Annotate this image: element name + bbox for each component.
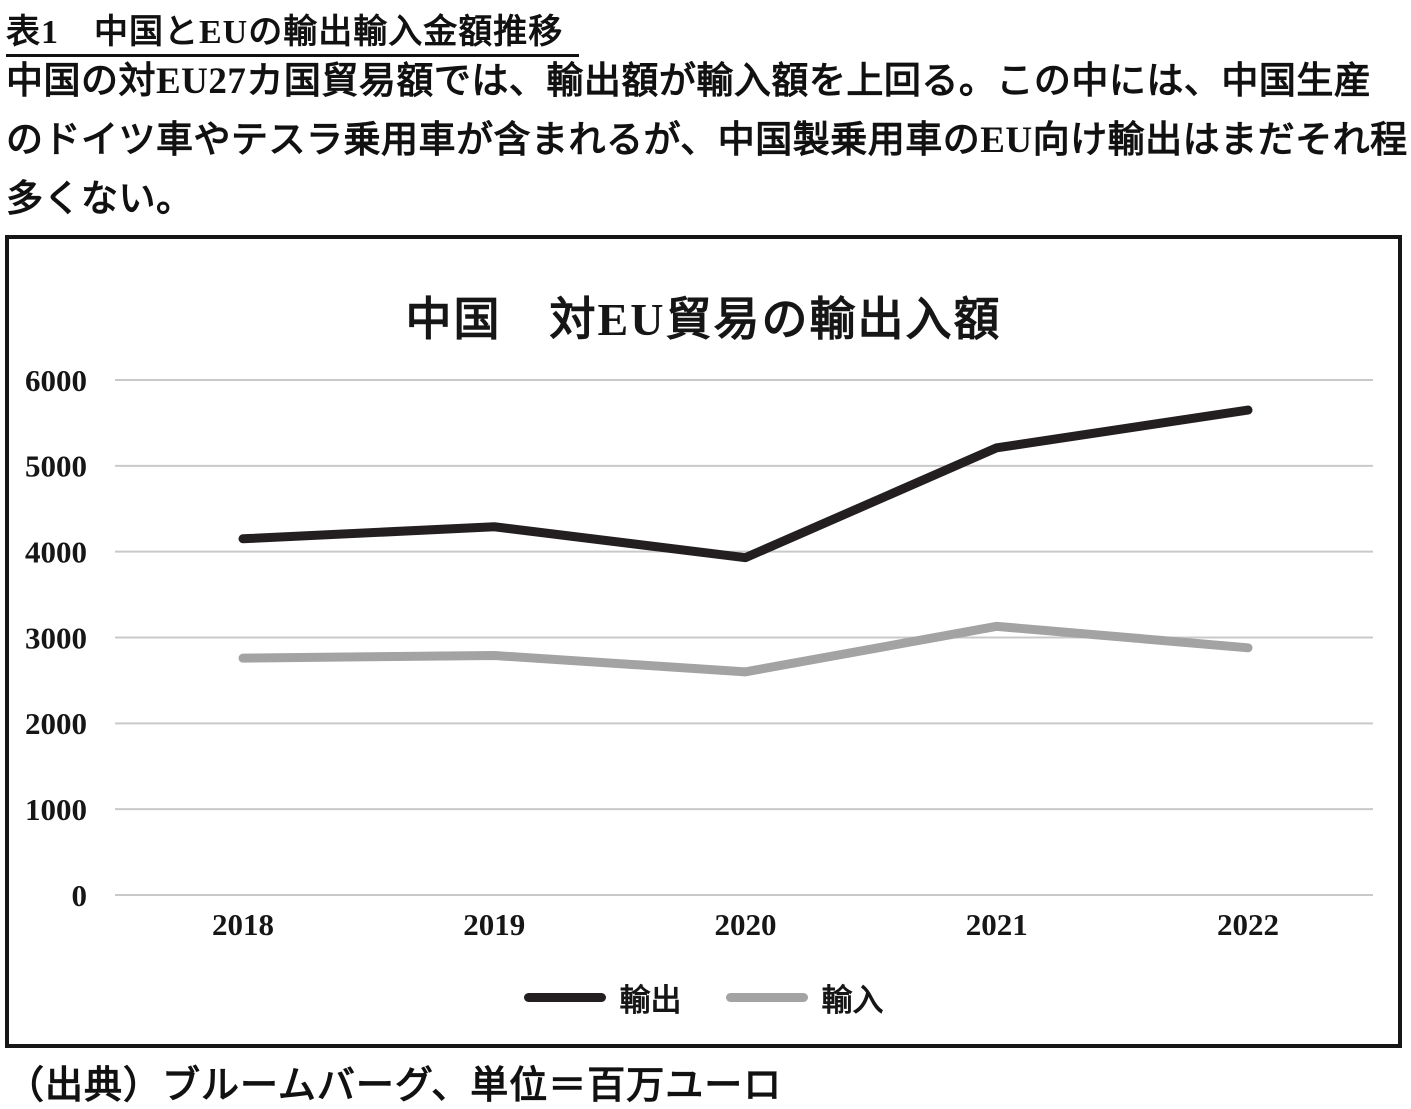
x-axis-tick-label: 2022 <box>1217 907 1279 942</box>
legend-item-exports: 輸出 <box>523 975 682 1020</box>
y-axis-tick-label: 2000 <box>25 706 87 741</box>
chart-legend: 輸出 輸入 <box>9 975 1398 1020</box>
series-line-exports <box>238 405 1253 563</box>
legend-label-exports: 輸出 <box>619 983 682 1018</box>
y-axis-tick-label: 0 <box>72 878 88 913</box>
legend-item-imports: 輸入 <box>725 975 884 1020</box>
y-axis-tick-label: 4000 <box>25 535 87 570</box>
y-axis-tick-label: 1000 <box>25 792 87 827</box>
imports-line-swatch <box>725 993 808 1002</box>
y-axis-tick-label: 3000 <box>25 620 87 655</box>
legend-label-imports: 輸入 <box>821 983 884 1018</box>
table-caption: 表1 中国とEUの輸出輸入金額推移 <box>6 4 580 57</box>
chart-frame: 中国 対EU貿易の輸出入額 0 1000 2000 3000 4000 5000 6000 2… <box>5 235 1402 1048</box>
line-chart: 0 1000 2000 3000 4000 5000 6000 2018 2019 2020 202… <box>25 363 1373 942</box>
y-axis-tick-label: 6000 <box>25 363 87 398</box>
x-axis-tick-label: 2020 <box>715 907 777 942</box>
intro-paragraph: 中国の対EU27カ国貿易額では、輸出額が輸入額を上回る。この中には、中国生産のド… <box>6 61 1408 221</box>
x-axis-tick-label: 2019 <box>463 907 525 942</box>
x-axis-tick-label: 2021 <box>966 907 1028 942</box>
chart-title: 中国 対EU貿易の輸出入額 <box>405 294 1002 345</box>
exports-line-swatch <box>523 993 606 1002</box>
table-caption-text: 表1 中国とEUの輸出輸入金額推移 <box>6 14 580 57</box>
source-note: （出典）ブルームバーグ、単位＝百万ユーロ <box>6 1065 783 1107</box>
series-line-imports <box>238 621 1253 677</box>
y-axis-tick-label: 5000 <box>25 449 87 484</box>
x-axis-tick-label: 2018 <box>212 907 274 942</box>
